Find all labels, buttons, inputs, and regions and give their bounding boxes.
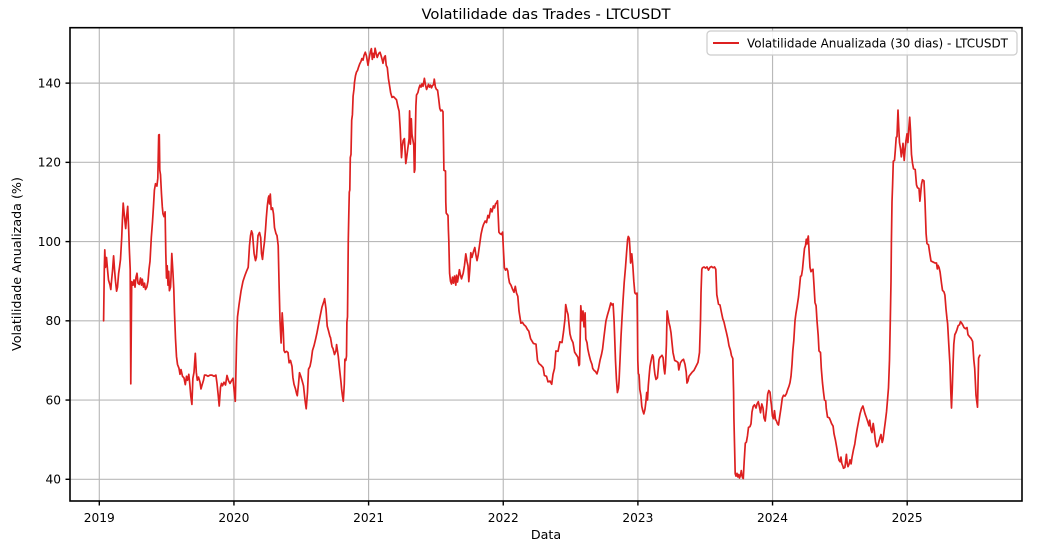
- x-tick-label-2020: 2020: [218, 511, 249, 525]
- x-axis-label: Data: [531, 527, 561, 542]
- y-tick-label-80: 80: [45, 314, 61, 328]
- plot-border: [69, 26, 1023, 502]
- y-axis-label: Volatilidade Anualizada (%): [9, 177, 24, 351]
- x-tick-label-2024: 2024: [757, 511, 788, 525]
- x-tick-label-2019: 2019: [84, 511, 115, 525]
- x-tick-label-2025: 2025: [892, 511, 923, 525]
- y-tick-label-40: 40: [45, 473, 61, 487]
- legend-label: Volatilidade Anualizada (30 dias) - LTCU…: [747, 35, 1008, 50]
- y-tick-label-60: 60: [45, 393, 61, 407]
- axis-ticks: [65, 82, 908, 506]
- y-tick-label-100: 100: [38, 235, 61, 249]
- x-tick-label-2022: 2022: [488, 511, 519, 525]
- axis-tick-labels: 2019 2020 2021 2022 2023 2024 2025 40 60 80 100 120…: [38, 76, 923, 525]
- x-tick-label-2023: 2023: [622, 511, 653, 525]
- chart-title: Volatilidade das Trades - LTCUSDT: [422, 7, 671, 23]
- legend-box: [706, 30, 1018, 56]
- y-tick-label-120: 120: [38, 156, 61, 170]
- axes-spines: [69, 26, 1023, 502]
- grid-lines: [70, 27, 1022, 501]
- legend: Volatilidade Anualizada (30 dias) - LTCU…: [706, 30, 1018, 56]
- x-tick-label-2021: 2021: [353, 511, 384, 525]
- data-series-layer: [102, 47, 981, 480]
- y-tick-label-140: 140: [38, 76, 61, 90]
- series-line-0: [102, 47, 981, 480]
